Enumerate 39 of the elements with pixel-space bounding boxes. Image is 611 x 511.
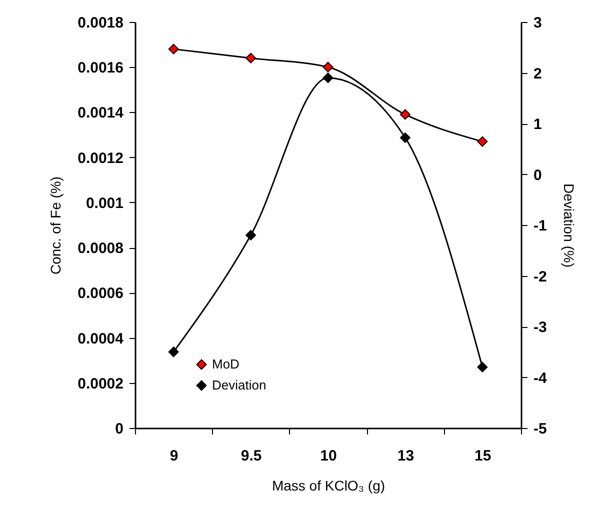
y-tick-label: 0.0008 [78, 240, 124, 258]
y-tick-label: 0.0004 [78, 330, 124, 348]
point [477, 362, 488, 372]
y2-tick-label: 1 [534, 116, 542, 133]
point [400, 132, 410, 143]
legend-label: MoD [212, 356, 240, 372]
y-tick-label: 0.0012 [78, 150, 124, 167]
y2-tick-label: -4 [534, 370, 548, 387]
y2-tick-label: 2 [534, 65, 542, 82]
point [246, 52, 256, 64]
point [477, 136, 488, 147]
x-tick-label: 10 [320, 448, 337, 464]
point [400, 109, 410, 120]
x-tick-label: 15 [474, 448, 492, 464]
x-axis-title: Mass of KClO₃ (g) [272, 478, 386, 494]
y2-tick-label: -1 [534, 218, 547, 234]
x-tick-label: 9.5 [240, 448, 262, 464]
point [246, 230, 256, 240]
y-tick-label: 0.0014 [78, 104, 124, 122]
y-axis-title: Conc. of Fe (%) [48, 176, 64, 275]
y-tick-label: 0.0006 [78, 285, 124, 302]
point [168, 346, 179, 358]
y-tick-label: 0.0002 [78, 375, 124, 392]
point [168, 44, 179, 54]
y2-axis-title: Deviation (%) [560, 183, 577, 268]
legend-label: Deviation [212, 378, 266, 392]
y2-tick-label: 0 [534, 166, 542, 184]
x-tick-label: 9 [170, 448, 178, 464]
y2-tick-label: -5 [534, 420, 547, 438]
y2-tick-label: -3 [534, 319, 547, 336]
point [322, 62, 334, 72]
y-tick-label: 0.001 [86, 194, 124, 212]
x-tick-label: 13 [397, 448, 414, 464]
y-tick-label: 0.0018 [78, 14, 124, 32]
y2-tick-label: 3 [534, 14, 542, 32]
y-tick-label: 0.0016 [78, 60, 124, 77]
y2-tick-label: -2 [534, 268, 547, 286]
point [322, 72, 334, 84]
y-tick-label: 0 [115, 420, 124, 438]
